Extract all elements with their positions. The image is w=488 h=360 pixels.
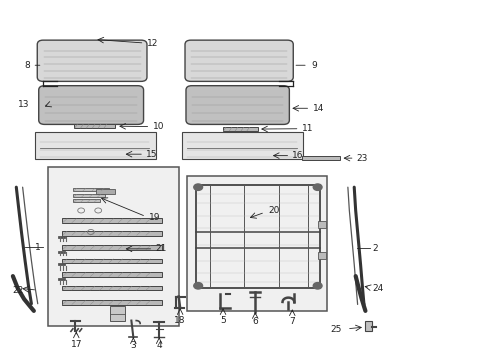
Text: 20: 20	[267, 206, 279, 215]
Text: 9: 9	[311, 61, 317, 70]
Text: 19: 19	[149, 213, 161, 222]
Circle shape	[313, 184, 322, 190]
FancyBboxPatch shape	[185, 86, 289, 125]
Bar	[73, 188, 109, 191]
Circle shape	[313, 283, 322, 289]
Bar	[73, 199, 100, 202]
Text: 12: 12	[147, 39, 158, 48]
Bar	[302, 156, 339, 160]
Text: 11: 11	[302, 124, 313, 133]
Bar	[73, 194, 104, 197]
FancyBboxPatch shape	[37, 40, 147, 81]
Text: 14: 14	[312, 104, 324, 113]
FancyBboxPatch shape	[39, 86, 143, 125]
Text: 21: 21	[156, 244, 167, 253]
Text: 7: 7	[289, 318, 295, 327]
Text: 10: 10	[153, 122, 164, 131]
Text: 15: 15	[146, 150, 157, 159]
Text: 17: 17	[70, 339, 82, 348]
Bar	[364, 321, 371, 331]
Text: 25: 25	[330, 325, 341, 334]
Bar	[35, 132, 156, 159]
Bar	[195, 185, 320, 288]
Bar	[110, 306, 125, 320]
Text: 8: 8	[24, 61, 30, 70]
Bar	[61, 231, 161, 235]
Bar	[61, 300, 161, 305]
Bar	[222, 127, 258, 131]
Bar	[74, 124, 115, 128]
Bar	[182, 132, 303, 159]
Bar	[61, 286, 161, 291]
Text: 18: 18	[174, 316, 185, 325]
Text: 1: 1	[35, 243, 41, 252]
Text: 4: 4	[156, 341, 162, 350]
Bar	[96, 189, 115, 194]
Text: 13: 13	[19, 100, 30, 109]
Bar	[186, 176, 327, 311]
Bar	[61, 245, 161, 250]
Text: 2: 2	[371, 244, 377, 253]
Bar	[61, 272, 161, 277]
FancyBboxPatch shape	[184, 40, 293, 81]
Text: 22: 22	[13, 286, 24, 295]
Circle shape	[193, 184, 202, 190]
Text: 23: 23	[356, 154, 367, 163]
Bar	[48, 167, 179, 326]
Bar	[317, 221, 326, 228]
Text: 6: 6	[252, 318, 258, 327]
Bar	[61, 258, 161, 263]
Bar	[317, 252, 326, 259]
Text: 5: 5	[220, 316, 225, 325]
Text: 16: 16	[292, 151, 303, 160]
Text: 24: 24	[371, 284, 383, 293]
Bar	[61, 219, 161, 223]
Circle shape	[193, 283, 202, 289]
Text: 3: 3	[130, 341, 136, 350]
